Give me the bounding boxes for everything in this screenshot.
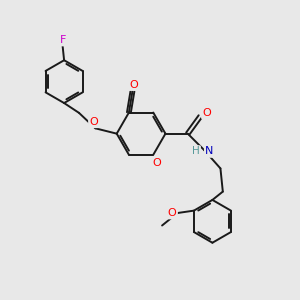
- Text: F: F: [59, 35, 66, 45]
- Text: N: N: [205, 146, 214, 157]
- Text: O: O: [89, 117, 98, 127]
- Text: O: O: [130, 80, 138, 90]
- Text: O: O: [168, 208, 177, 218]
- Text: H: H: [192, 146, 200, 157]
- Text: O: O: [202, 108, 211, 118]
- Text: O: O: [152, 158, 161, 168]
